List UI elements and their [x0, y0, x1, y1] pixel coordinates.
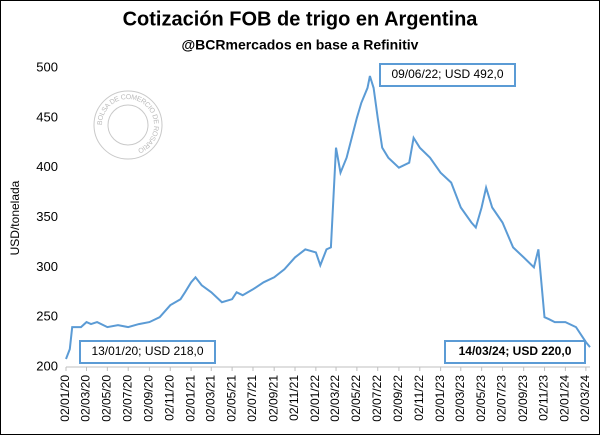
line — [65, 75, 591, 360]
x-tick-label: 02/07/20 — [120, 375, 134, 422]
x-tick-label: 02/05/23 — [474, 375, 488, 422]
x-tick-label: 02/03/23 — [453, 375, 467, 422]
x-tick-label: 02/01/21 — [183, 375, 197, 422]
x-tick-label: 02/07/22 — [370, 375, 384, 422]
x-tick-label: 02/03/22 — [328, 375, 342, 422]
x-tick-label: 02/09/22 — [391, 375, 405, 422]
y-tick-label: 450 — [36, 109, 58, 124]
chart-subtitle: @BCRmercados en base a Refinitiv — [182, 37, 419, 53]
annotation: 14/03/24; USD 220,0 — [459, 344, 572, 358]
y-tick-label: 500 — [36, 59, 58, 74]
annotation: 09/06/22; USD 492,0 — [391, 67, 503, 81]
y-axis-label: USD/tonelada — [8, 180, 22, 255]
y-tick-label: 300 — [36, 259, 58, 274]
x-tick-label: 02/01/23 — [433, 375, 447, 422]
x-tick-label: 02/01/20 — [58, 375, 72, 422]
y-tick-label: 350 — [36, 209, 58, 224]
x-tick-label: 02/03/24 — [578, 375, 592, 422]
x-tick-label: 02/01/24 — [558, 375, 572, 422]
x-tick-label: 02/05/20 — [100, 375, 114, 422]
y-tick-label: 200 — [36, 358, 58, 373]
x-tick-label: 02/09/20 — [142, 375, 156, 422]
y-tick-label: 400 — [36, 159, 58, 174]
annotation-box — [379, 63, 516, 87]
x-tick-label: 02/03/21 — [203, 375, 217, 422]
watermark-ring — [107, 104, 149, 146]
x-tick-label: 02/01/22 — [308, 375, 322, 422]
annotation-box — [444, 340, 586, 364]
annotation-box — [79, 340, 216, 364]
x-tick-label: 02/09/23 — [516, 375, 530, 422]
x-tick-label: 02/11/23 — [537, 375, 551, 421]
x-tick-label: 02/09/21 — [266, 375, 280, 422]
watermark-ring — [93, 90, 163, 160]
x-tick-label: 02/11/22 — [412, 375, 426, 421]
x-tick-label: 02/05/21 — [224, 375, 238, 422]
x-tick-label: 02/11/21 — [287, 375, 301, 421]
annotation: 13/01/20; USD 218,0 — [91, 344, 203, 358]
x-tick-label: 02/05/22 — [349, 375, 363, 422]
chart-title: Cotización FOB de trigo en Argentina — [123, 8, 479, 30]
x-tick-label: 02/07/23 — [495, 375, 509, 422]
x-tick-label: 02/03/20 — [79, 375, 93, 422]
y-tick-label: 250 — [36, 309, 58, 324]
x-tick-label: 02/07/21 — [245, 375, 259, 422]
x-tick-label: 02/11/20 — [162, 375, 176, 421]
